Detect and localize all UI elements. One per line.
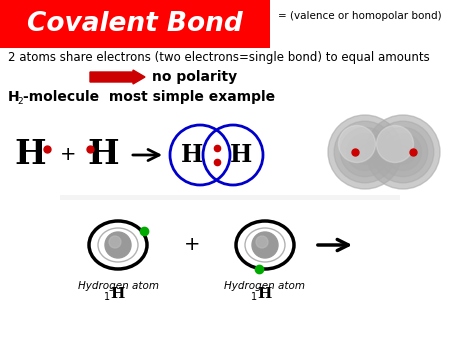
FancyBboxPatch shape (0, 0, 270, 48)
Circle shape (397, 146, 409, 158)
Circle shape (384, 134, 422, 170)
Text: H: H (230, 143, 252, 167)
Text: Hydrogen atom: Hydrogen atom (77, 281, 158, 291)
Circle shape (338, 125, 375, 163)
Text: H: H (14, 139, 46, 171)
Circle shape (346, 134, 383, 170)
Circle shape (391, 140, 415, 164)
Text: = (valence or homopolar bond): = (valence or homopolar bond) (278, 11, 441, 21)
Text: no polarity: no polarity (152, 70, 237, 84)
Text: -molecule  most simple example: -molecule most simple example (23, 90, 275, 104)
Circle shape (378, 127, 428, 177)
Circle shape (366, 115, 440, 189)
Text: 1: 1 (251, 292, 257, 302)
FancyBboxPatch shape (60, 195, 400, 200)
Text: H: H (181, 143, 203, 167)
Circle shape (340, 127, 390, 177)
Text: H: H (257, 287, 271, 301)
Circle shape (105, 232, 131, 258)
Circle shape (359, 146, 371, 158)
Circle shape (334, 121, 396, 183)
Circle shape (353, 140, 378, 164)
Text: +: + (60, 145, 76, 165)
Text: Hydrogen atom: Hydrogen atom (225, 281, 306, 291)
Circle shape (109, 236, 121, 248)
Circle shape (256, 236, 268, 248)
Text: H: H (8, 90, 20, 104)
Text: 2 atoms share electrons (two electrons=single bond) to equal amounts: 2 atoms share electrons (two electrons=s… (8, 51, 430, 65)
FancyArrow shape (90, 70, 145, 84)
Circle shape (328, 115, 402, 189)
Text: 2: 2 (17, 97, 22, 105)
Text: H: H (110, 287, 124, 301)
Circle shape (252, 232, 278, 258)
Text: 1: 1 (104, 292, 110, 302)
Circle shape (377, 125, 414, 163)
Text: +: + (184, 236, 200, 255)
Text: H: H (87, 139, 119, 171)
Text: Covalent Bond: Covalent Bond (27, 11, 243, 37)
Circle shape (372, 121, 434, 183)
